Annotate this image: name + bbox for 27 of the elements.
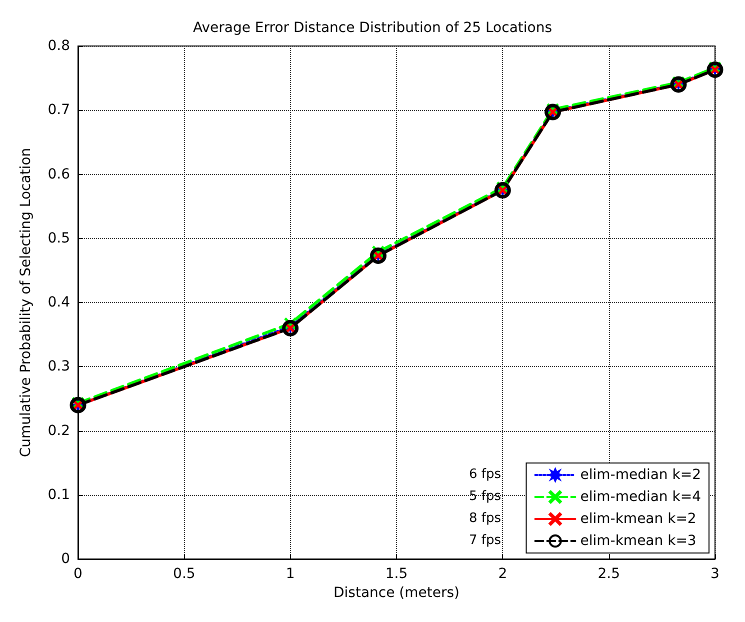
chart-title: Average Error Distance Distribution of 25 Locations <box>192 20 552 36</box>
annotation: 6 fps <box>468 467 502 482</box>
x-tick-label: 2 <box>498 566 508 582</box>
x-tick-label: 1.5 <box>385 566 408 582</box>
legend-label: elim-kmean k=3 <box>580 533 696 549</box>
x-tick-label: 2.5 <box>598 566 620 582</box>
legend-label: elim-kmean k=2 <box>580 511 696 527</box>
x-tick-label: 0 <box>74 566 82 582</box>
y-tick-label: 0.8 <box>48 38 70 54</box>
y-tick-label: 0.7 <box>48 102 70 118</box>
legend-label: elim-median k=2 <box>580 467 702 483</box>
y-tick-label: 0.6 <box>48 166 70 182</box>
x-tick-label: 3 <box>710 566 720 582</box>
x-tick-label: 0.5 <box>173 566 196 582</box>
legend-label: elim-median k=4 <box>580 489 702 505</box>
annotation: 5 fps <box>468 489 502 504</box>
y-tick-label: 0.2 <box>48 422 70 439</box>
y-tick-label: 0.1 <box>48 486 70 503</box>
y-tick-label: 0.3 <box>48 358 70 375</box>
x-axis-title: Distance (meters) <box>334 584 460 601</box>
x-tick-label: 1 <box>286 566 295 582</box>
y-tick-label: 0 <box>61 551 70 567</box>
y-axis-title: Cumulative Probability of Selecting Location <box>18 148 34 458</box>
y-tick-label: 0.5 <box>48 230 70 246</box>
annotation: 8 fps <box>468 511 502 526</box>
annotation: 7 fps <box>468 533 502 548</box>
y-tick-label: 0.4 <box>48 294 70 310</box>
